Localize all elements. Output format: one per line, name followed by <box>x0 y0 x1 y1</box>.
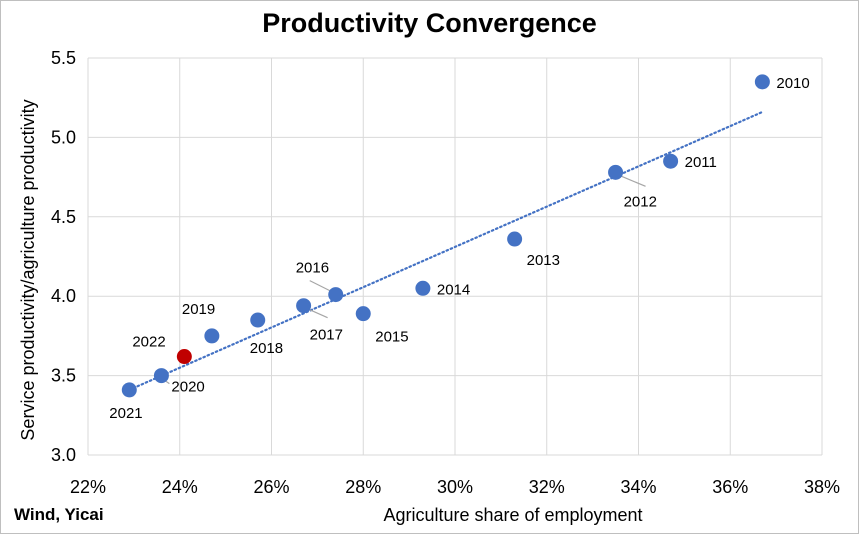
y-tick-label: 4.0 <box>51 286 76 306</box>
data-point <box>250 312 266 328</box>
data-point <box>296 298 312 314</box>
point-label: 2018 <box>250 340 283 357</box>
y-tick-label: 5.0 <box>51 127 76 147</box>
data-point <box>663 153 679 169</box>
x-tick-label: 24% <box>162 477 198 497</box>
x-tick-label: 30% <box>437 477 473 497</box>
point-label: 2016 <box>296 260 329 277</box>
x-tick-label: 22% <box>70 477 106 497</box>
y-tick-label: 4.5 <box>51 207 76 227</box>
point-label: 2011 <box>685 154 717 171</box>
point-label: 2012 <box>624 193 657 210</box>
x-axis-label: Agriculture share of employment <box>383 505 643 525</box>
x-tick-label: 36% <box>712 477 748 497</box>
chart-title: Productivity Convergence <box>262 8 597 38</box>
data-point <box>204 328 220 344</box>
data-point <box>754 74 770 90</box>
point-label: 2020 <box>171 379 204 396</box>
y-tick-label: 3.5 <box>51 366 76 386</box>
leader-line <box>621 175 646 187</box>
y-tick-label: 3.0 <box>51 445 76 465</box>
point-label: 2013 <box>527 252 560 269</box>
point-label: 2015 <box>375 329 408 346</box>
data-point <box>608 164 624 180</box>
x-tick-label: 32% <box>529 477 565 497</box>
data-point-highlight <box>176 349 192 365</box>
point-label: 2014 <box>437 281 470 298</box>
x-tick-label: 26% <box>253 477 289 497</box>
point-label: 2017 <box>310 327 343 344</box>
x-tick-label: 38% <box>804 477 840 497</box>
data-point <box>328 287 344 303</box>
data-point <box>153 368 169 384</box>
data-point <box>355 306 371 322</box>
point-label: 2021 <box>109 405 142 422</box>
x-tick-label: 34% <box>620 477 656 497</box>
trendline <box>128 110 764 391</box>
leader-line <box>309 309 328 319</box>
data-point <box>507 231 523 247</box>
x-tick-label: 28% <box>345 477 381 497</box>
source-note: Wind, Yicai <box>14 505 104 524</box>
data-point <box>121 382 137 398</box>
point-label: 2019 <box>182 301 215 318</box>
leader-line <box>309 280 330 292</box>
point-label: 2010 <box>776 75 809 92</box>
point-label: 2022 <box>132 334 165 351</box>
y-tick-label: 5.5 <box>51 48 76 68</box>
data-point <box>415 280 431 296</box>
